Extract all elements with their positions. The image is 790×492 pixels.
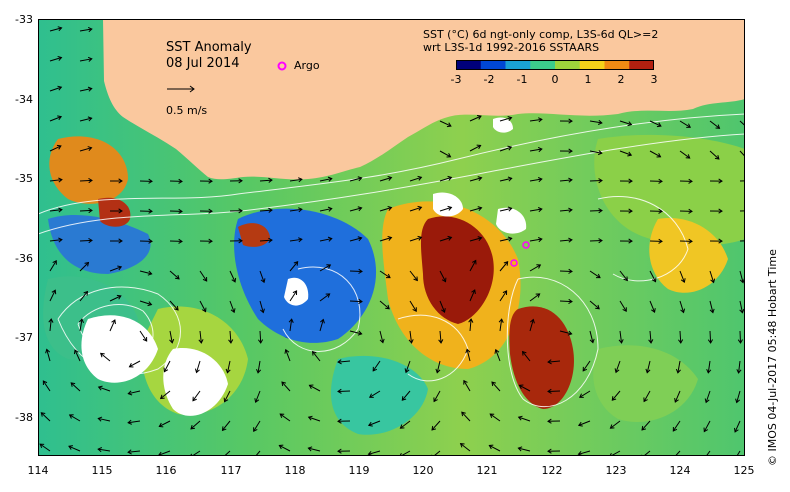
- x-tick-label: 115: [91, 464, 113, 477]
- x-tick-label: 116: [155, 464, 177, 477]
- x-tick-label: 119: [348, 464, 370, 477]
- colorbar-tick: -2: [483, 73, 495, 86]
- product-reference: wrt L3S-1d 1992-2016 SSTAARS: [423, 41, 600, 54]
- y-tick-label: -33: [15, 13, 33, 26]
- product-description: SST (°C) 6d ngt-only comp, L3S-6d QL>=2: [423, 28, 659, 41]
- map-title: SST Anomaly: [166, 40, 252, 55]
- colorbar: [456, 60, 654, 70]
- x-tick-label: 123: [605, 464, 627, 477]
- y-tick-label: -38: [15, 411, 33, 424]
- y-tick-label: -35: [15, 172, 33, 185]
- colorbar-tick: -1: [516, 73, 528, 86]
- colorbar-tick: -3: [450, 73, 462, 86]
- x-tick-label: 114: [27, 464, 49, 477]
- copyright-footer: © IMOS 04-Jul-2017 05:48 Hobart Time: [766, 249, 779, 466]
- x-tick-label: 122: [541, 464, 563, 477]
- map-date: 08 Jul 2014: [166, 56, 240, 71]
- x-tick-label: 121: [476, 464, 498, 477]
- y-tick-label: -36: [15, 252, 33, 265]
- colorbar-tick: 1: [584, 73, 592, 86]
- map-canvas: [38, 19, 745, 456]
- y-tick-label: -37: [15, 331, 33, 344]
- sst-map[interactable]: [38, 19, 745, 456]
- x-tick-label: 124: [669, 464, 691, 477]
- x-tick-label: 120: [412, 464, 434, 477]
- colorbar-tick: 3: [650, 73, 658, 86]
- vector-scale-label: 0.5 m/s: [166, 104, 208, 117]
- colorbar-tick: 2: [617, 73, 625, 86]
- argo-label: Argo: [294, 59, 320, 72]
- argo-marker-icon: [277, 61, 287, 71]
- y-tick-label: -34: [15, 93, 33, 106]
- x-tick-label: 118: [284, 464, 306, 477]
- vector-scale-arrow-icon: [167, 85, 195, 93]
- x-tick-label: 125: [733, 464, 755, 477]
- colorbar-tick: 0: [551, 73, 559, 86]
- x-tick-label: 117: [220, 464, 242, 477]
